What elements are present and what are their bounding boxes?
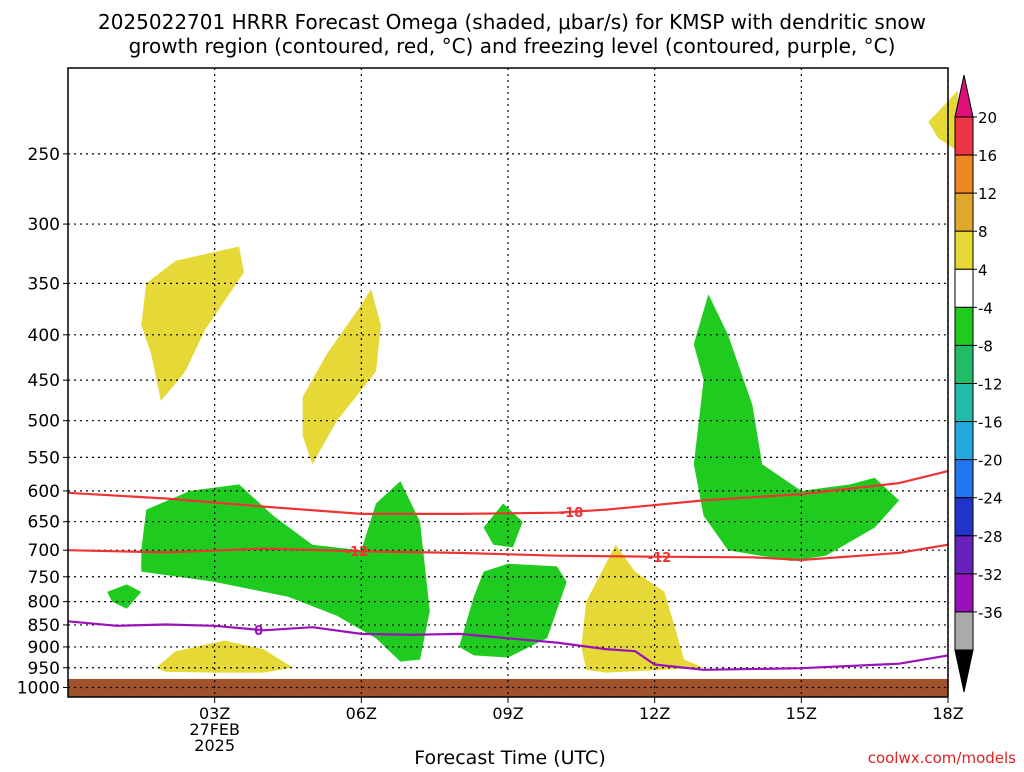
- y-tick-label-1000: 1000: [17, 678, 60, 698]
- y-tick-label-400: 400: [28, 326, 60, 346]
- colorbar-bin-12: [954, 573, 974, 613]
- x-tick-label-12Z: 12Z: [639, 704, 670, 723]
- colorbar-label-5: -4: [978, 299, 993, 317]
- x-tick-sublabel-date: 27FEB: [189, 720, 240, 739]
- y-tick-label-300: 300: [28, 215, 60, 235]
- y-tick-label-450: 450: [28, 371, 60, 391]
- y-tick-label-750: 750: [28, 568, 60, 588]
- colorbar-bin-3: [954, 230, 974, 270]
- omega-region-3: [156, 640, 293, 673]
- colorbar-bin-10: [954, 497, 974, 537]
- contour-label-2: 0: [254, 624, 263, 639]
- omega-region-6: [107, 584, 142, 609]
- colorbar-label-3: 8: [978, 223, 988, 241]
- colorbar: 20 16 12 8 4 -4 -8 -12 -16 -20 -24 -28 -32 -36: [954, 74, 1003, 693]
- colorbar-label-13: -36: [978, 604, 1003, 622]
- y-tick-label-600: 600: [28, 482, 60, 502]
- contour-line-2: [67, 620, 949, 671]
- y-tick-label-950: 950: [28, 659, 60, 679]
- colorbar-label-7: -12: [978, 376, 1003, 394]
- colorbar-bin-8: [954, 421, 974, 461]
- colorbar-label-9: -20: [978, 452, 1003, 470]
- omega-region-9: [693, 294, 900, 561]
- contour-label-0: -18: [560, 506, 584, 521]
- y-tick-label-550: 550: [28, 448, 60, 468]
- colorbar-bin-11: [954, 535, 974, 575]
- contour-line-0: [67, 470, 949, 515]
- x-tick-label-03Z: 03Z: [199, 704, 230, 723]
- colorbar-label-12: -32: [978, 566, 1003, 584]
- colorbar-bin-0: [954, 116, 974, 156]
- plot-area: -18 -12 -12 0 250 300 350 400 450 500 550 600 650 700…: [17, 67, 964, 755]
- omega-region-2: [928, 90, 958, 151]
- omega-region-1: [302, 288, 381, 465]
- colorbar-label-8: -16: [978, 414, 1003, 432]
- x-tick-label-06Z: 06Z: [346, 704, 377, 723]
- y-tick-label-800: 800: [28, 593, 60, 613]
- colorbar-label-6: -8: [978, 337, 993, 355]
- colorbar-label-11: -28: [978, 528, 1003, 546]
- omega-region-8: [483, 503, 523, 548]
- colorbar-label-10: -24: [978, 490, 1003, 508]
- y-tick-label-700: 700: [28, 541, 60, 561]
- omega-region-4: [581, 544, 704, 673]
- y-tick-label-650: 650: [28, 513, 60, 533]
- x-tick-label-09Z: 09Z: [492, 704, 523, 723]
- colorbar-label-2: 12: [978, 185, 997, 203]
- contour-label-1-b: -12: [648, 551, 672, 566]
- colorbar-bin-7: [954, 383, 974, 423]
- colorbar-bin-1: [954, 154, 974, 194]
- x-tick-label-15Z: 15Z: [786, 704, 817, 723]
- chart-title-line1: 2025022701 HRRR Forecast Omega (shaded, …: [98, 10, 926, 34]
- omega-region-7: [459, 563, 567, 658]
- colorbar-bin-4: [954, 268, 974, 308]
- colorbar-label-4: 4: [978, 261, 988, 279]
- y-tick-label-250: 250: [28, 145, 60, 165]
- x-tick-label-18Z: 18Z: [932, 704, 963, 723]
- y-tick-label-350: 350: [28, 274, 60, 294]
- contour-label-1: -12: [345, 545, 369, 560]
- contour-line-1: [67, 543, 949, 562]
- omega-region-0: [141, 246, 244, 401]
- x-axis-label: Forecast Time (UTC): [414, 747, 605, 768]
- watermark: coolwx.com/models: [868, 749, 1016, 767]
- colorbar-bin-9: [954, 459, 974, 499]
- colorbar-label-1: 16: [978, 147, 997, 165]
- colorbar-bin-6: [954, 344, 974, 384]
- colorbar-bin-2: [954, 192, 974, 232]
- y-tick-label-500: 500: [28, 412, 60, 432]
- y-tick-label-900: 900: [28, 638, 60, 658]
- colorbar-bin-13: [954, 611, 974, 651]
- colorbar-bin-5: [954, 306, 974, 346]
- y-tick-label-850: 850: [28, 616, 60, 636]
- chart-title-line2: growth region (contoured, red, °C) and f…: [129, 34, 896, 58]
- x-tick-sublabel-year: 2025: [194, 736, 235, 755]
- colorbar-bottom-arrow: [954, 649, 974, 693]
- colorbar-label-0: 20: [978, 109, 997, 127]
- omega-region-5: [141, 481, 430, 662]
